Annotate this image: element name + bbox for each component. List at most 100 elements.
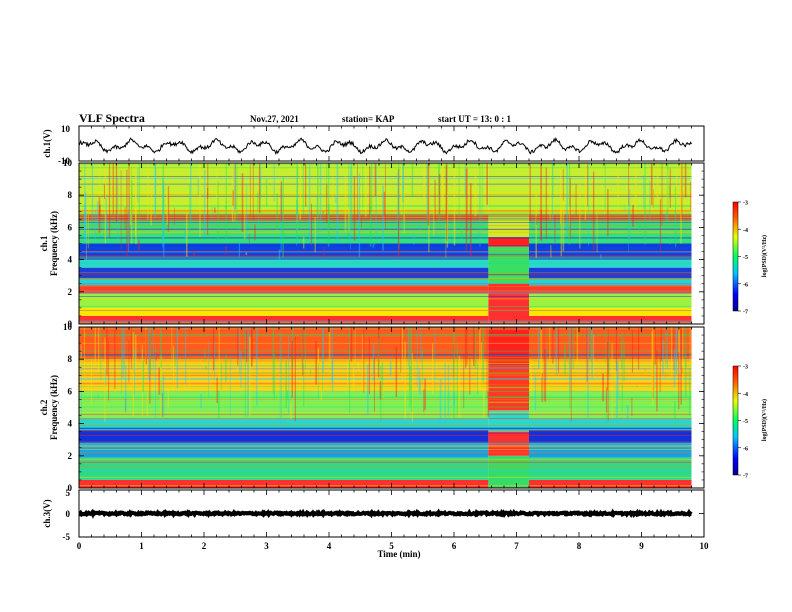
heatmap-line xyxy=(79,357,692,358)
heatmap-streak xyxy=(441,163,444,208)
heatmap-streak xyxy=(656,350,658,412)
y-tick-label: 0 xyxy=(68,319,73,329)
heatmap-band xyxy=(79,278,489,286)
figure-station: station= KAP xyxy=(342,114,395,124)
heatmap-streak xyxy=(410,327,413,412)
heatmap-streak xyxy=(550,245,552,258)
heatmap-streak xyxy=(592,171,595,251)
heatmap-streak xyxy=(562,248,564,251)
heatmap-streak xyxy=(465,168,468,251)
heatmap-streak xyxy=(688,367,691,417)
heatmap-streak xyxy=(288,335,290,414)
heatmap-band xyxy=(529,293,692,308)
heatmap-streak xyxy=(247,327,249,417)
heatmap-streak xyxy=(664,372,666,378)
heatmap-streak xyxy=(423,163,426,202)
heatmap-streak xyxy=(534,373,537,411)
heatmap-streak xyxy=(229,358,231,417)
heatmap-line xyxy=(79,274,692,276)
heatmap-streak xyxy=(460,227,463,240)
heatmap-band xyxy=(488,455,529,488)
colorbar-ch2-label: log(PSD)(V²/Hz) xyxy=(761,399,768,441)
heatmap-band xyxy=(79,163,489,215)
x-tick-label: 6 xyxy=(452,541,457,551)
heatmap-streak xyxy=(373,242,375,246)
heatmap-streak xyxy=(665,330,667,366)
heatmap-band xyxy=(79,479,489,488)
heatmap-line xyxy=(79,321,692,323)
heatmap-streak xyxy=(308,163,311,243)
heatmap-streak xyxy=(569,178,571,240)
heatmap-streak xyxy=(544,349,547,402)
heatmap-streak xyxy=(479,327,481,391)
x-tick-label: 2 xyxy=(202,541,207,551)
heatmap-line xyxy=(79,432,692,434)
heatmap-line xyxy=(79,375,692,376)
heatmap-streak xyxy=(348,163,350,240)
heatmap-streak xyxy=(438,163,440,227)
heatmap-line xyxy=(79,194,692,196)
heatmap-streak xyxy=(120,170,122,251)
heatmap-streak xyxy=(132,332,135,417)
heatmap-streak xyxy=(395,346,398,398)
heatmap-streak xyxy=(296,163,298,241)
heatmap-streak xyxy=(282,175,284,258)
heatmap-streak xyxy=(146,392,149,416)
heatmap-streak xyxy=(628,164,630,206)
heatmap-streak xyxy=(161,392,163,417)
heatmap-line xyxy=(79,354,692,356)
heatmap-streak xyxy=(162,374,165,417)
heatmap-streak xyxy=(540,209,542,241)
heatmap-streak xyxy=(326,225,328,231)
heatmap-streak xyxy=(660,327,662,362)
heatmap-line xyxy=(79,291,692,293)
heatmap-streak xyxy=(257,216,259,230)
heatmap-line xyxy=(79,359,692,361)
heatmap-streak xyxy=(244,202,246,240)
heatmap-streak xyxy=(607,340,610,377)
heatmap-streak xyxy=(347,215,350,237)
heatmap-streak xyxy=(199,163,201,238)
heatmap-streak xyxy=(560,168,562,224)
heatmap-line xyxy=(79,434,692,436)
heatmap-streak xyxy=(185,327,187,385)
heatmap-streak xyxy=(142,360,145,393)
heatmap-streak xyxy=(374,163,377,196)
heatmap-streak xyxy=(456,344,458,414)
heatmap-streak xyxy=(200,393,202,409)
heatmap-streak xyxy=(543,327,545,401)
heatmap-streak xyxy=(551,163,553,225)
heatmap-streak xyxy=(554,215,556,243)
ch3-ytick-top: 5 xyxy=(66,488,71,498)
heatmap-streak xyxy=(361,334,363,388)
heatmap-streak xyxy=(134,334,137,369)
heatmap-streak xyxy=(629,189,631,244)
heatmap-streak xyxy=(190,163,192,224)
heatmap-streak xyxy=(141,344,143,416)
heatmap-line xyxy=(79,327,692,329)
heatmap-streak xyxy=(211,206,213,229)
heatmap-streak xyxy=(176,327,179,389)
heatmap-streak xyxy=(254,224,256,241)
heatmap-streak xyxy=(624,206,626,213)
heatmap-streak xyxy=(145,327,147,372)
heatmap-streak xyxy=(584,163,587,221)
heatmap-streak xyxy=(167,186,170,232)
colorbar-tick-label: -5 xyxy=(743,255,748,261)
heatmap-line xyxy=(79,253,692,255)
heatmap-streak xyxy=(586,327,588,382)
heatmap-band xyxy=(488,237,529,247)
heatmap-line xyxy=(79,183,692,185)
heatmap-streak xyxy=(446,186,449,248)
ch1-ytick-bottom: -10 xyxy=(58,156,70,166)
heatmap-streak xyxy=(244,327,246,417)
heatmap-streak xyxy=(232,190,234,206)
heatmap-streak xyxy=(379,381,382,400)
heatmap-streak xyxy=(368,337,371,395)
heatmap-streak xyxy=(220,363,222,391)
heatmap-streak xyxy=(326,184,328,223)
heatmap-streak xyxy=(579,183,581,249)
heatmap-streak xyxy=(225,163,227,239)
heatmap-streak xyxy=(331,327,333,383)
heatmap-streak xyxy=(193,251,195,257)
